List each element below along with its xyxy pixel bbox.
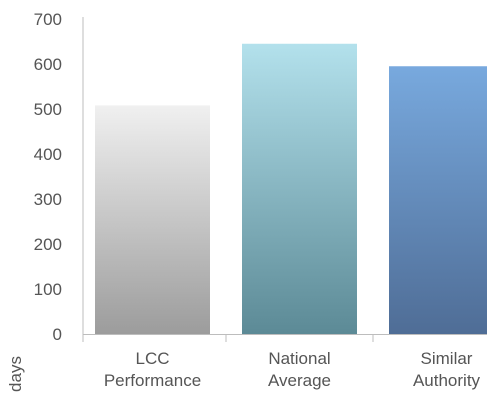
y-tick-label: 300 — [34, 190, 62, 209]
bar — [95, 105, 210, 335]
bar — [389, 66, 487, 334]
bars — [95, 43, 487, 335]
x-category-label: National Average — [268, 349, 331, 390]
y-tick-label: 0 — [53, 325, 62, 344]
y-tick-label: 400 — [34, 145, 62, 164]
x-axis-categories: LCC Performance National Average Similar Auth… — [104, 349, 481, 390]
axes — [82, 17, 487, 342]
x-category-label: LCC Performance — [104, 349, 201, 390]
bar — [242, 43, 357, 334]
y-tick-label: 500 — [34, 100, 62, 119]
y-axis-label: days — [6, 356, 25, 392]
x-category-label: Similar Authority — [413, 349, 481, 390]
y-axis-ticks: 0 100 200 300 400 500 600 700 — [34, 10, 62, 344]
y-tick-label: 100 — [34, 280, 62, 299]
y-tick-label: 200 — [34, 235, 62, 254]
y-tick-label: 600 — [34, 55, 62, 74]
y-tick-label: 700 — [34, 10, 62, 29]
